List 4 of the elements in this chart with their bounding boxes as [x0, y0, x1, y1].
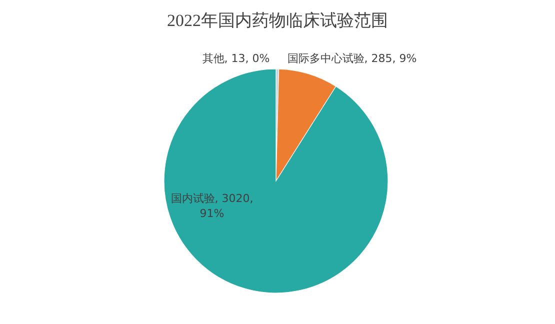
slice-label: 国际多中心试验, 285, 9% [287, 52, 417, 65]
slice-label: 国内试验, 3020, 91% [170, 192, 254, 220]
chart-title: 2022年国内药物临床试验范围 [167, 11, 388, 30]
slice-label: 其他, 13, 0% [202, 52, 270, 65]
